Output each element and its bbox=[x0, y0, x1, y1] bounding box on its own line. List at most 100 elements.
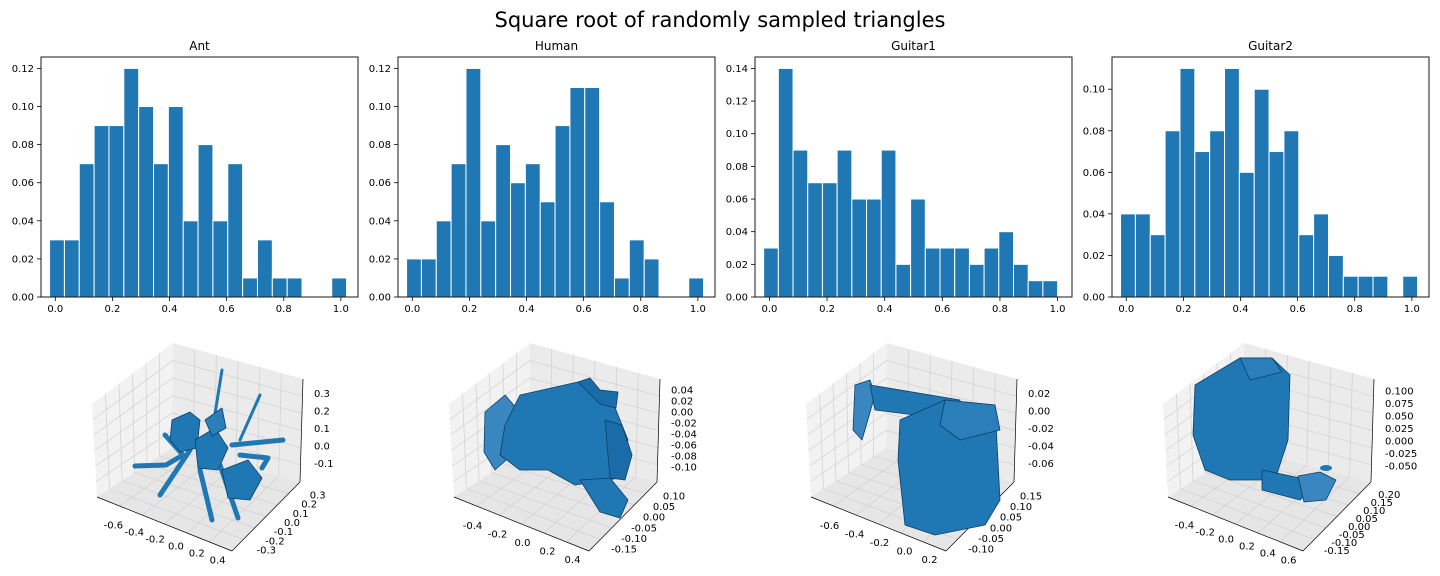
x-tick-label: 1.0 bbox=[1050, 304, 1066, 315]
x-tick-label: 0.0 bbox=[1118, 304, 1134, 315]
y-tick-label: 0.10 bbox=[369, 102, 391, 113]
y-tick-label: 0.08 bbox=[1083, 126, 1105, 137]
x-tick-label: 0.2 bbox=[1175, 304, 1191, 315]
panel-title: Human bbox=[535, 39, 578, 53]
y-tick-label: 0.12 bbox=[369, 64, 391, 75]
x-tick-label: -0.4 bbox=[1175, 521, 1195, 532]
y-tick-label: 0.05 bbox=[1356, 514, 1378, 525]
histogram-bar bbox=[153, 163, 169, 298]
x-tick-label: -0.4 bbox=[124, 528, 144, 539]
y-tick-label: -0.3 bbox=[257, 545, 277, 556]
z-tick-label: 0.00 bbox=[671, 408, 693, 419]
x-tick-label: 0.0 bbox=[168, 542, 184, 553]
y-axis-line bbox=[231, 481, 301, 552]
z-axis-line bbox=[1013, 378, 1018, 483]
histogram-bar bbox=[998, 231, 1014, 298]
y-tick-label: 0.2 bbox=[301, 500, 317, 511]
histogram-bar bbox=[1268, 151, 1285, 298]
histogram-bar bbox=[435, 220, 452, 298]
y-tick-label: 0.00 bbox=[12, 293, 34, 304]
y-tick-label: 0.04 bbox=[369, 216, 391, 227]
ant-leg bbox=[229, 437, 286, 448]
histogram-bar bbox=[569, 86, 586, 298]
y-tick-label: 0.0 bbox=[284, 518, 300, 529]
x-tick-label: 0.2 bbox=[922, 555, 938, 566]
y-tick-label: 0.02 bbox=[12, 254, 34, 265]
histogram-bar bbox=[78, 163, 95, 298]
x-tick-label: 0.4 bbox=[877, 304, 893, 315]
grid-line bbox=[95, 412, 302, 467]
x-tick-label: 0.6 bbox=[1281, 556, 1297, 567]
z-tick-label: -0.06 bbox=[1028, 459, 1054, 470]
histogram-bar bbox=[108, 125, 125, 298]
histogram-bar bbox=[331, 277, 348, 298]
histogram-bar bbox=[777, 67, 794, 298]
x-axis-line bbox=[96, 496, 233, 552]
z-tick-label: -0.1 bbox=[314, 459, 334, 470]
histogram-bar bbox=[63, 239, 80, 298]
z-tick-label: 0.04 bbox=[671, 386, 693, 397]
histogram-bar bbox=[242, 277, 258, 298]
histogram-bar bbox=[1209, 130, 1226, 298]
y-tick-label: 0.20 bbox=[1378, 490, 1400, 501]
z-tick-label: 0.2 bbox=[314, 406, 330, 417]
x-tick-label: 1.0 bbox=[333, 304, 349, 315]
z-tick-label: -0.04 bbox=[1028, 442, 1054, 453]
x-tick-label: 0.4 bbox=[565, 555, 581, 566]
y-tick-label: -0.05 bbox=[978, 534, 1004, 545]
y-tick-label: 0.10 bbox=[726, 129, 748, 140]
y-tick-label: -0.10 bbox=[621, 534, 647, 545]
y-tick-label: 0.06 bbox=[726, 195, 748, 206]
x-tick-label: -0.2 bbox=[488, 530, 508, 541]
y-tick-label: 0.10 bbox=[663, 491, 685, 502]
grid-line bbox=[209, 476, 279, 543]
y-tick-label: 0.14 bbox=[726, 64, 748, 75]
histogram-bar bbox=[1327, 254, 1344, 298]
histogram-bar bbox=[1283, 130, 1300, 298]
ant-leg bbox=[197, 467, 215, 523]
z-tick-label: -0.04 bbox=[671, 430, 697, 441]
guitar2-tuner bbox=[1320, 465, 1332, 471]
histogram-guitar1: Guitar1 0.0 0.2 0.4 0.6 0.8 1.0 0.00 0.02 0.04 0.0… bbox=[726, 39, 1073, 315]
y-tick-label: 0.10 bbox=[1083, 85, 1105, 96]
y-tick-label: 0.05 bbox=[1000, 513, 1022, 524]
histogram-bar bbox=[271, 277, 288, 298]
histogram-bar bbox=[895, 263, 912, 298]
y-tick-label: -0.15 bbox=[611, 545, 637, 556]
histogram-bar bbox=[495, 144, 512, 298]
y-tick-label: -0.05 bbox=[631, 523, 657, 534]
histogram-bar bbox=[910, 198, 926, 298]
x-tick-label: -0.4 bbox=[845, 530, 865, 541]
histogram-guitar2: Guitar2 0.0 0.2 0.4 0.6 0.8 1.0 0.00 0.02 0.04 0.0… bbox=[1083, 39, 1430, 315]
histogram-bar bbox=[584, 86, 601, 298]
x-tick-label: 0.6 bbox=[1290, 304, 1306, 315]
histogram-bar bbox=[197, 144, 214, 298]
histogram-bar bbox=[954, 247, 970, 298]
ant-leg bbox=[237, 452, 271, 471]
human-head bbox=[577, 377, 619, 409]
guitar2-headstock bbox=[1297, 471, 1337, 503]
z-tick-label: 0.075 bbox=[1385, 399, 1414, 410]
z-tick-label: 0.02 bbox=[1028, 389, 1050, 400]
y-tick-label: -0.15 bbox=[1324, 546, 1350, 557]
guitar2-top bbox=[1239, 357, 1283, 381]
x-tick-label: -0.6 bbox=[820, 521, 840, 532]
ant-body-part bbox=[204, 407, 227, 437]
mesh-plot-human: -0.4-0.20.00.20.40.100.050.00-0.05-0.10-… bbox=[449, 343, 697, 566]
y-tick-label: 0.06 bbox=[1083, 168, 1105, 179]
mesh-plot-ant: -0.6-0.4-0.20.00.20.40.30.20.10.0-0.1-0.… bbox=[92, 343, 334, 567]
y-axis-line bbox=[588, 481, 658, 552]
y-tick-label: 0.00 bbox=[1083, 293, 1105, 304]
y-tick-label: 0.05 bbox=[653, 502, 675, 513]
z-tick-label: 0.000 bbox=[1385, 437, 1414, 448]
axes-frame bbox=[754, 56, 1073, 298]
y-tick-label: 0.1 bbox=[293, 509, 309, 520]
ant-antenna bbox=[238, 393, 262, 442]
x-tick-label: 0.8 bbox=[276, 304, 292, 315]
guitar1-headstock bbox=[852, 379, 876, 441]
histogram-bar bbox=[1298, 234, 1315, 298]
ant-leg bbox=[157, 447, 193, 498]
histogram-bar bbox=[1238, 171, 1255, 298]
x-axis-line bbox=[1167, 496, 1304, 552]
